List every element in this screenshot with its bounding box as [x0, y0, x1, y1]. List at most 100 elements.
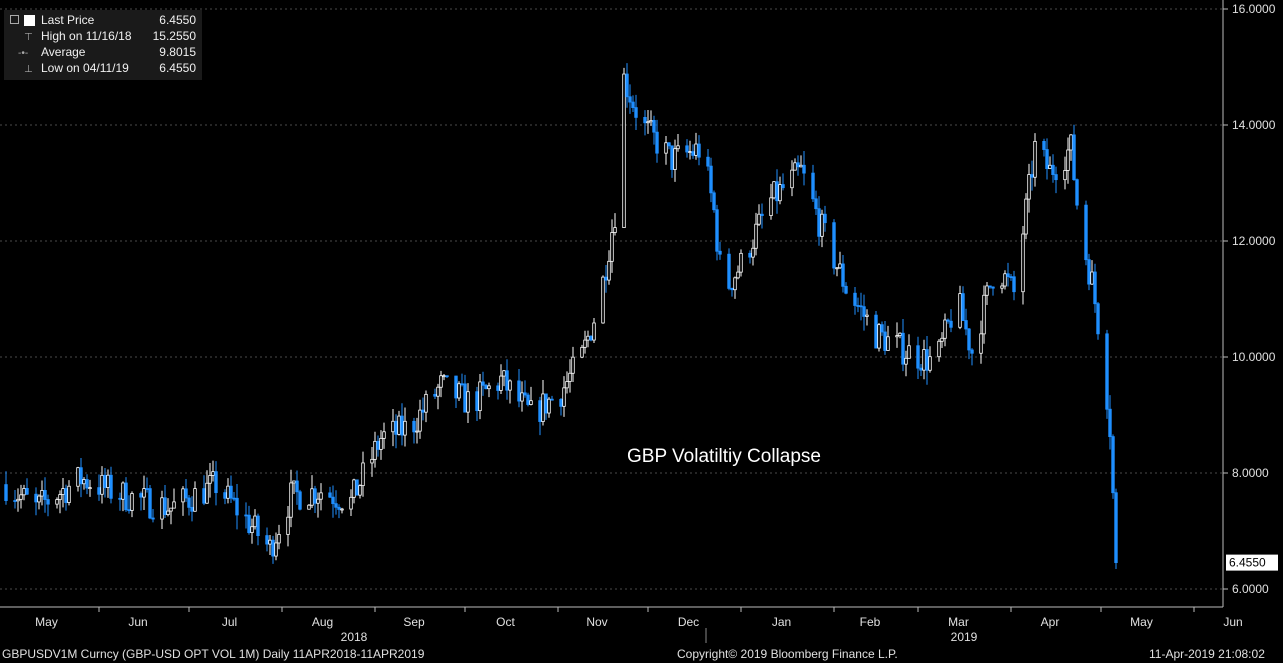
low-marker-icon: ⊥: [24, 64, 33, 75]
candle-body: [58, 494, 62, 501]
legend-last-price-value: 6.4550: [159, 13, 196, 27]
candle-body: [877, 324, 881, 349]
candle-body: [208, 475, 212, 484]
candle-body: [61, 488, 65, 496]
candle-body: [1024, 198, 1028, 235]
candle-body: [436, 386, 440, 397]
candle-body: [46, 499, 50, 505]
candle-body: [895, 335, 899, 338]
candle-body: [922, 349, 926, 371]
candle-body: [394, 420, 398, 435]
candle-body: [214, 471, 218, 494]
candle-body: [1006, 273, 1010, 278]
candle-body: [1108, 408, 1112, 438]
candle-body: [631, 101, 635, 109]
legend-high-value: 15.2550: [152, 29, 196, 43]
candle-body: [88, 487, 92, 490]
candle-body: [856, 305, 860, 307]
candle-body: [646, 121, 650, 124]
x-month-label: Feb: [860, 615, 881, 629]
candle-body: [790, 169, 794, 189]
candle-body: [1084, 204, 1088, 261]
candle-body: [37, 495, 41, 503]
candle-body: [571, 356, 575, 374]
candle-body: [643, 117, 647, 124]
candle-body: [481, 381, 485, 386]
x-month-label: Mar: [948, 615, 969, 629]
candle-body: [559, 398, 563, 407]
candle-body: [265, 535, 269, 545]
candle-body: [730, 288, 734, 291]
candle-body: [145, 488, 149, 490]
y-tick-label: 6.0000: [1232, 582, 1269, 596]
candle-body: [496, 385, 500, 391]
candle-body: [163, 497, 167, 516]
candle-body: [634, 107, 638, 118]
candle-body: [796, 162, 800, 168]
candle-body: [454, 375, 458, 399]
candle-body: [286, 516, 290, 535]
legend-low-label: Low on 04/11/19: [41, 61, 129, 75]
candle-body: [268, 539, 272, 545]
candle-body: [853, 292, 857, 306]
candle-body: [277, 534, 281, 544]
candle-body: [361, 462, 365, 487]
candle-body: [1069, 134, 1073, 151]
candle-body: [610, 232, 614, 262]
candle-body: [1111, 436, 1115, 494]
candle-body: [832, 222, 836, 269]
candle-body: [802, 164, 806, 174]
legend-average: -•- Average 9.8015: [4, 44, 202, 60]
y-tick-label: 8.0000: [1232, 466, 1269, 480]
candle-body: [400, 415, 404, 436]
candle-body: [55, 499, 59, 505]
candle-body: [820, 213, 824, 237]
candle-body: [439, 375, 443, 388]
candle-body: [655, 131, 659, 154]
candle-body: [334, 503, 338, 508]
footer-ticker: GBPUSDV1M Curncy (GBP-USD OPT VOL 1M) Da…: [2, 647, 425, 661]
x-month-label: Sep: [403, 615, 425, 629]
legend-toggle-icon[interactable]: [10, 15, 19, 24]
candle-body: [673, 148, 677, 170]
candle-body: [127, 509, 131, 512]
candle-body: [313, 488, 317, 504]
candle-body: [664, 142, 668, 154]
candle-body: [988, 285, 992, 288]
x-month-label: Jun: [128, 615, 147, 629]
candle-body: [169, 507, 173, 512]
candle-body: [487, 385, 491, 390]
candle-body: [349, 496, 353, 510]
candle-body: [226, 485, 230, 499]
candle-body: [874, 314, 878, 349]
candle-body: [667, 142, 671, 147]
candle-body: [328, 492, 332, 498]
candle-body: [718, 250, 722, 255]
candle-body: [961, 293, 965, 321]
candle-body: [778, 184, 782, 202]
candle-body: [1096, 303, 1100, 335]
candle-body: [991, 286, 995, 289]
candle-body: [181, 488, 185, 503]
x-month-label: Dec: [678, 615, 699, 629]
candle-body: [841, 263, 845, 287]
candle-body: [919, 367, 923, 371]
x-month-label: May: [1130, 615, 1153, 629]
candle-body: [244, 514, 248, 517]
candle-body: [676, 145, 680, 150]
candle-body: [757, 213, 761, 225]
candle-body: [370, 458, 374, 464]
candle-body: [862, 306, 866, 317]
candle-body: [139, 493, 143, 498]
candle-body: [421, 409, 425, 413]
candle-body: [100, 474, 104, 495]
candle-body: [865, 314, 869, 317]
candle-body: [376, 440, 380, 450]
candle-body: [901, 332, 905, 365]
candle-body: [187, 497, 191, 508]
x-month-label: Jul: [222, 615, 237, 629]
candle-body: [190, 506, 194, 512]
candle-body: [223, 492, 227, 499]
candle-body: [949, 320, 953, 328]
